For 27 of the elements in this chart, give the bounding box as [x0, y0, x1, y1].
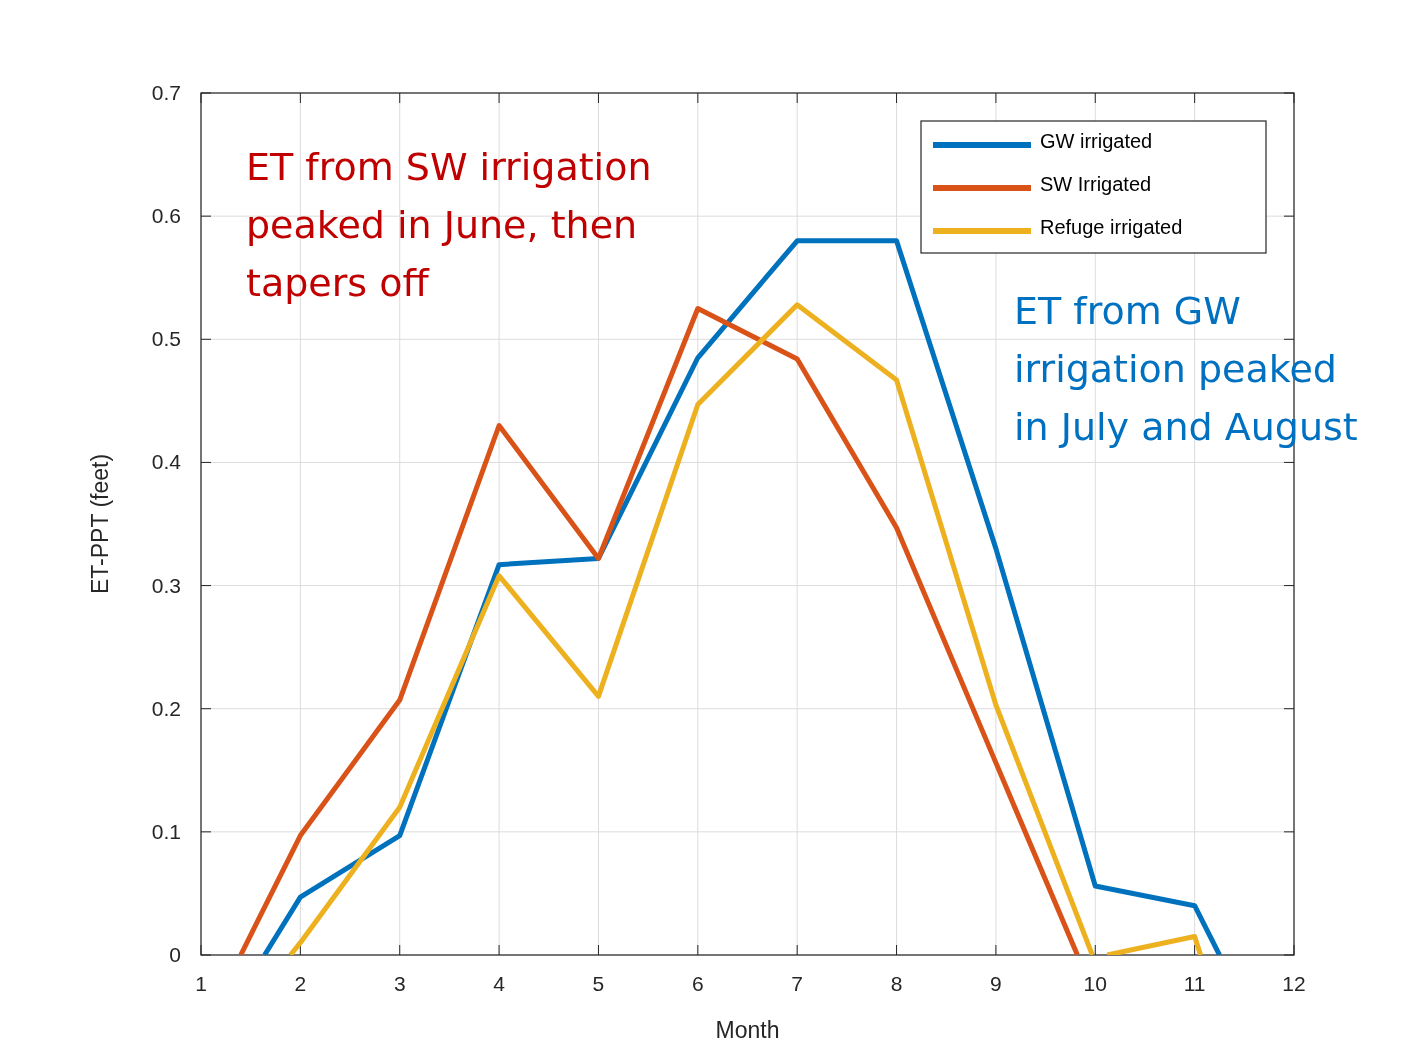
x-tick-label: 10 — [1083, 972, 1107, 995]
legend-label: SW Irrigated — [1040, 173, 1152, 195]
x-tick-label: 11 — [1183, 972, 1206, 995]
x-tick-label: 3 — [393, 972, 406, 995]
annotation: ET from SW irrigation peaked in June, then tapers off — [246, 145, 652, 305]
x-tick-label: 2 — [294, 972, 307, 995]
y-tick-label: 0.2 — [151, 696, 181, 720]
y-axis-title: ET-PPT (feet) — [87, 453, 113, 595]
legend-label: GW irrigated — [1040, 130, 1153, 152]
x-tick-label: 4 — [493, 972, 506, 995]
legend-label: Refuge irrigated — [1040, 216, 1183, 238]
y-tick-label: 0 — [169, 943, 181, 966]
x-axis-title: Month — [715, 1017, 780, 1043]
y-tick-label: 0.5 — [151, 327, 181, 351]
y-tick-label: 0.3 — [151, 573, 181, 597]
x-tick-label: 9 — [990, 972, 1002, 995]
y-tick-label: 0.4 — [151, 450, 182, 474]
x-tick-label: 6 — [691, 972, 704, 995]
x-tick-label: 12 — [1282, 972, 1306, 995]
y-tick-label: 0.7 — [151, 81, 181, 104]
y-tick-label: 0.6 — [151, 204, 181, 228]
y-tick-label: 0.1 — [151, 819, 181, 843]
x-tick-label: 7 — [791, 972, 804, 995]
x-tick-label: 8 — [890, 972, 903, 995]
x-tick-label: 5 — [592, 972, 605, 995]
annotation: ET from GW irrigation peaked in July and August — [1014, 289, 1358, 449]
x-tick-label: 1 — [195, 972, 207, 995]
